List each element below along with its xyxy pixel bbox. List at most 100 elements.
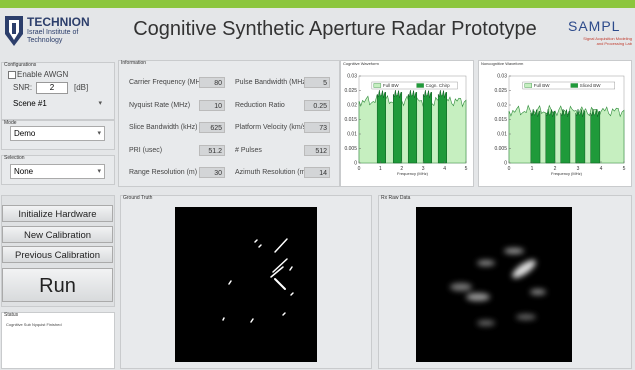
y-tick-label: 0.025 <box>344 88 357 94</box>
info-label: Carrier Frequency (MHz) <box>129 79 206 86</box>
y-tick-label: 0.01 <box>497 132 507 138</box>
y-tick-label: 0.005 <box>494 146 507 152</box>
info-value: 80 <box>199 77 225 88</box>
status-message: Cognitive Sub Nyquist Finished <box>6 322 62 327</box>
slice-area <box>393 90 402 163</box>
panel-title: Ground Truth <box>123 195 152 201</box>
info-value: 5 <box>304 77 330 88</box>
lab-sub: Signal Acquisition Modeling and Processi… <box>580 36 632 46</box>
info-label: PRI (usec) <box>129 147 162 154</box>
legend-label: Full BW <box>534 83 551 88</box>
y-tick-label: 0.015 <box>344 117 357 123</box>
x-tick-label: 5 <box>465 166 468 172</box>
snr-label: SNR: <box>13 83 32 92</box>
y-tick-label: 0.005 <box>344 146 357 152</box>
panel-title: Rx Raw Data <box>381 195 410 201</box>
slice-area <box>408 90 417 163</box>
y-tick-label: 0.03 <box>497 74 507 80</box>
info-label: Pulse Bandwidth (MHz) <box>235 79 308 86</box>
info-label: Azimuth Resolution (m) <box>235 169 308 176</box>
panel-title: Status <box>4 312 18 318</box>
panel-title: Configurations <box>4 62 36 68</box>
mode-panel: Mode Demo <box>1 120 115 150</box>
legend-label: Cogn. Chirp <box>426 83 451 88</box>
x-tick-label: 5 <box>623 166 626 172</box>
top-bar <box>0 0 635 8</box>
info-label: Reduction Ratio <box>235 102 285 109</box>
institution: TECHNION <box>27 15 90 29</box>
previous-calibration-button[interactable]: Previous Calibration <box>2 246 113 263</box>
panel-title: Selection <box>4 155 25 161</box>
legend-swatch <box>374 84 381 88</box>
info-value: 625 <box>199 122 225 133</box>
info-label: Platform Velocity (km/s) <box>235 124 309 131</box>
slice-area <box>377 90 386 163</box>
x-axis-label: Frequency (MHz) <box>397 171 429 176</box>
app-window: TECHNION Israel Institute of Technology … <box>0 0 635 370</box>
info-value: 14 <box>304 167 330 178</box>
y-tick-label: 0.02 <box>347 103 357 109</box>
init-button[interactable]: Initialize Hardware <box>2 205 113 222</box>
y-tick-label: 0.02 <box>497 103 507 109</box>
slice-area <box>561 109 570 163</box>
rx-panel: Rx Raw Data <box>378 195 632 369</box>
run-button[interactable]: Run <box>2 268 113 302</box>
ground-truth-panel: Ground Truth <box>120 195 372 369</box>
slice-area <box>531 109 540 163</box>
rx-image <box>416 207 572 362</box>
institution-sub: Israel Institute of Technology <box>27 29 97 45</box>
slice-area <box>546 109 555 163</box>
info-label: Range Resolution (m) <box>129 169 197 176</box>
info-label: Nyquist Rate (MHz) <box>129 102 190 109</box>
plot-title: Cognitive Waveform <box>343 61 380 66</box>
ground-truth-image <box>175 207 317 362</box>
info-label: # Pulses <box>235 147 262 154</box>
new-calibration-button[interactable]: New Calibration <box>2 226 113 243</box>
awgn-checkbox[interactable] <box>8 71 16 79</box>
slice-area <box>438 90 447 163</box>
info-value: 73 <box>304 122 330 133</box>
plot: Cognitive Waveform 0 0.005 0.01 0.015 0.02 0.0… <box>341 61 473 186</box>
status-panel: Status Cognitive Sub Nyquist Finished <box>1 312 115 369</box>
info-value: 10 <box>199 100 225 111</box>
info-panel: Information Carrier Frequency (MHz)80 Pul… <box>118 60 340 187</box>
legend-label: Full BW <box>383 83 400 88</box>
awgn-label: Enable AWGN <box>17 70 68 79</box>
legend-swatch <box>525 84 532 88</box>
config-panel: Configurations Enable AWGN SNR: 2 [dB] S… <box>1 62 115 120</box>
slice-area <box>591 109 600 163</box>
plot-title: Noncognitive Waveform <box>481 61 524 66</box>
plot-panel: Cognitive Waveform 0 0.005 0.01 0.015 0.02 0.0… <box>340 60 474 187</box>
info-label: Slice Bandwidth (kHz) <box>129 124 197 131</box>
app-title: Cognitive Synthetic Aperture Radar Proto… <box>110 18 560 41</box>
x-tick-label: 1 <box>379 166 382 172</box>
plot-panel: Noncognitive Waveform 0 0.005 0.01 0.015 0.02… <box>478 60 632 187</box>
legend-label: Sliced BW <box>580 83 602 88</box>
slice-area <box>576 109 585 163</box>
technion-emblem <box>3 14 25 48</box>
y-tick-label: 0.015 <box>494 117 507 123</box>
x-tick-label: 0 <box>358 166 361 172</box>
legend-swatch <box>417 84 424 88</box>
x-tick-label: 4 <box>600 166 603 172</box>
selection-panel: Selection None <box>1 155 115 185</box>
plot: Noncognitive Waveform 0 0.005 0.01 0.015 0.02… <box>479 61 631 186</box>
mode-dropdown[interactable]: Demo <box>10 126 105 141</box>
legend-swatch <box>571 84 578 88</box>
info-value: 51.2 <box>199 145 225 156</box>
selection-dropdown[interactable]: None <box>10 164 105 179</box>
y-tick-label: 0.025 <box>494 88 507 94</box>
snr-unit: [dB] <box>74 83 88 92</box>
x-tick-label: 0 <box>508 166 511 172</box>
snr-input[interactable]: 2 <box>36 82 68 94</box>
panel-title: Information <box>121 60 146 66</box>
y-tick-label: 0.03 <box>347 74 357 80</box>
info-value: 512 <box>304 145 330 156</box>
info-value: 30 <box>199 167 225 178</box>
lab-logo: SAMPL <box>568 18 620 34</box>
scene-dropdown[interactable]: Scene #1 <box>10 97 105 112</box>
y-tick-label: 0.01 <box>347 132 357 138</box>
slice-area <box>423 90 432 163</box>
x-axis-label: Frequency (MHz) <box>551 171 583 176</box>
x-tick-label: 4 <box>443 166 446 172</box>
